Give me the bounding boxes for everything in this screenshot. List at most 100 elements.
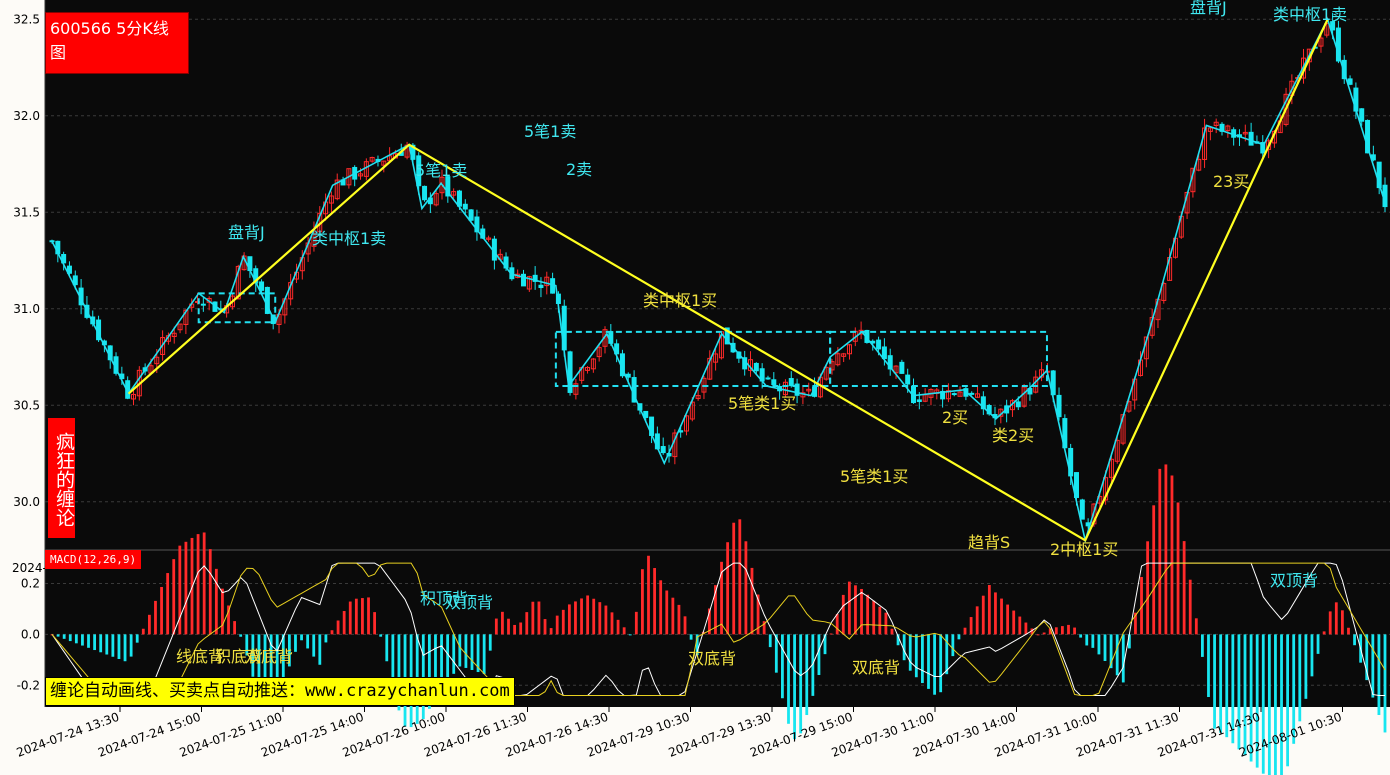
signal-annotation: 盘背J <box>1190 0 1227 17</box>
macd-bar <box>178 545 182 635</box>
macd-bar <box>598 602 602 635</box>
macd-bar <box>531 601 535 635</box>
macd-bar <box>811 634 815 696</box>
macd-bar <box>1067 624 1070 635</box>
macd-bar <box>829 633 833 635</box>
macd-bar <box>987 585 991 635</box>
macd-bar <box>555 615 559 635</box>
candle-body <box>835 353 841 366</box>
macd-bar <box>117 634 121 659</box>
macd-bar <box>726 542 730 635</box>
candle-body <box>334 179 340 200</box>
macd-bar <box>586 595 590 635</box>
macd-bar <box>354 598 358 635</box>
macd-bar <box>902 634 906 661</box>
macd-bar <box>1164 464 1168 635</box>
candle-body <box>200 303 206 306</box>
candle-body <box>462 203 468 210</box>
macd-bar <box>1219 634 1223 733</box>
candle-body <box>945 390 951 400</box>
macd-bar <box>543 619 547 635</box>
candle-body <box>823 366 829 380</box>
candle-body <box>1318 37 1324 47</box>
macd-bar <box>580 598 583 635</box>
macd-bar <box>610 612 614 635</box>
macd-bar <box>336 620 340 635</box>
candle-body <box>980 396 986 410</box>
macd-bar <box>1267 634 1271 775</box>
divergence-annotation: 双顶背 <box>1270 571 1318 590</box>
candle-body <box>1056 394 1062 418</box>
candle-body <box>1266 140 1272 150</box>
macd-bar <box>1207 634 1210 698</box>
macd-bar <box>202 532 206 635</box>
macd-bar <box>561 609 565 635</box>
macd-bar <box>1200 634 1204 657</box>
macd-bar <box>154 600 157 635</box>
macd-dea-line <box>51 562 1386 696</box>
candle-body <box>1202 127 1208 160</box>
signal-annotation: 类中枢1买 <box>643 291 717 310</box>
macd-bar <box>823 634 827 655</box>
candle-body <box>1213 121 1219 126</box>
macd-bar <box>318 634 322 665</box>
macd-bar <box>1091 634 1095 648</box>
macd-bar <box>1322 631 1326 635</box>
macd-bar <box>1280 634 1283 775</box>
macd-bar <box>1018 616 1022 635</box>
macd-bar <box>214 568 218 635</box>
candle-body <box>916 399 922 403</box>
candle-body <box>585 366 591 371</box>
macd-bar <box>251 634 255 677</box>
macd-bar <box>342 611 346 635</box>
macd-bar <box>281 634 285 682</box>
macd-bar <box>1085 634 1089 646</box>
macd-bar <box>1353 634 1356 646</box>
candle-body <box>1242 131 1248 135</box>
candle-body <box>1073 472 1079 498</box>
macd-bar <box>720 561 723 635</box>
macd-bar <box>604 605 608 635</box>
candle-body <box>841 353 847 357</box>
candle-body <box>724 327 730 345</box>
candle-body <box>876 339 882 350</box>
macd-bar <box>994 592 997 635</box>
candle-body <box>1260 142 1266 154</box>
macd-bar <box>1194 618 1198 635</box>
macd-bar <box>1054 627 1058 635</box>
candle-body <box>951 393 957 396</box>
macd-tick-label: 0.2 <box>21 576 40 590</box>
candle-body <box>183 309 189 325</box>
macd-bar <box>665 590 669 635</box>
macd-bar <box>1158 468 1162 635</box>
macd-bar <box>1286 634 1290 767</box>
macd-bar <box>1176 502 1180 635</box>
macd-bar <box>263 634 267 694</box>
macd-bar <box>1036 634 1040 636</box>
price-tick-label: 30.0 <box>13 495 40 509</box>
promo-banner: 缠论自动画线、买卖点自动推送：www.crazychanlun.com <box>45 677 515 706</box>
candle-body <box>1015 401 1021 408</box>
candle-body <box>986 405 992 415</box>
macd-bar <box>549 628 553 635</box>
central-zone-box <box>197 292 277 324</box>
candle-body <box>474 216 480 233</box>
macd-bar <box>385 634 389 662</box>
candle-body <box>683 415 689 432</box>
candle-body <box>771 379 777 386</box>
macd-bar <box>458 634 462 667</box>
macd-bar <box>616 619 620 635</box>
segment-line <box>127 18 1329 542</box>
candle-body <box>1347 78 1353 85</box>
macd-bar <box>440 634 443 689</box>
macd-bar <box>981 595 985 635</box>
brand-badge: 疯狂的缠论 <box>48 418 75 538</box>
macd-bar <box>427 634 431 709</box>
signal-annotation: 5笔1卖 <box>415 161 467 180</box>
candle-body <box>433 193 439 206</box>
signal-annotation: 类中枢1卖 <box>1273 5 1347 24</box>
candle-body <box>573 383 579 395</box>
macd-bar <box>774 634 778 673</box>
candle-body <box>590 358 596 370</box>
macd-bar <box>1170 475 1174 635</box>
